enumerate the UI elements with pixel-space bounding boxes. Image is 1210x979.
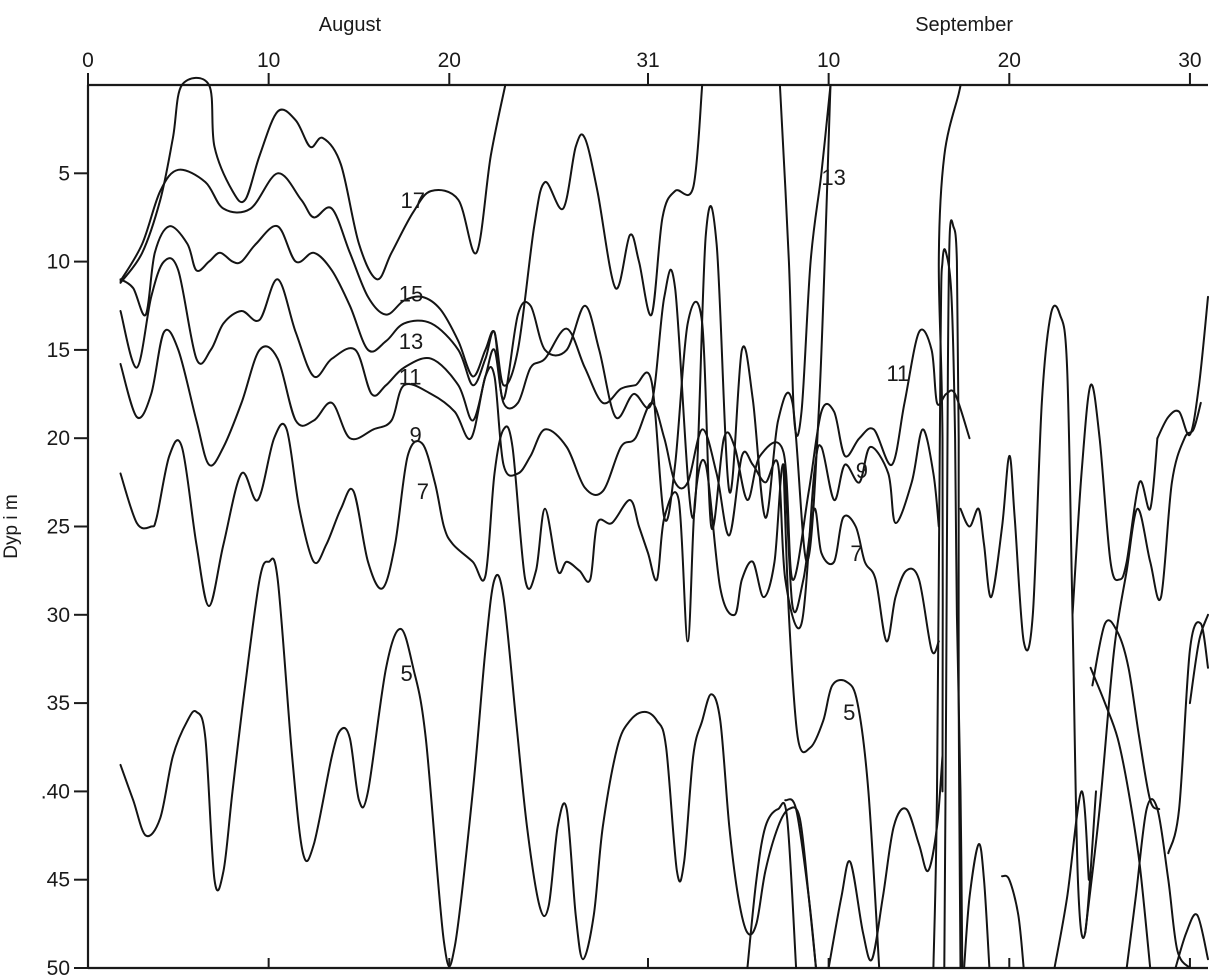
contour-line — [963, 843, 991, 969]
contour-line — [1089, 666, 1152, 969]
y-tick-label: 10 — [47, 251, 70, 274]
isotherm-label: 9 — [856, 458, 868, 483]
axes — [86, 83, 1208, 970]
isotherm-11 — [119, 257, 971, 581]
isotherm-label: 13 — [399, 329, 423, 354]
x-tick-label: 10 — [817, 49, 840, 72]
y-tick-label: 30 — [47, 604, 70, 627]
y-tick-label: 50 — [47, 957, 70, 979]
contour-line — [937, 84, 962, 793]
y-tick-label: 45 — [47, 869, 70, 892]
contour-line — [1053, 790, 1090, 969]
isotherm-5 — [119, 557, 817, 969]
isotherm-13 — [119, 84, 832, 563]
isotherm-9 — [119, 328, 940, 630]
y-tick-label: 5 — [58, 162, 70, 185]
contour-line — [1071, 383, 1159, 616]
x-tick-label: 20 — [438, 49, 461, 72]
x-tick-label: 30 — [1178, 49, 1201, 72]
ticks: 0 10 20 31 10 20 30 August September 5 10 15 20 25 30 3… — [1, 14, 1202, 979]
isotherm-label: 13 — [821, 165, 845, 190]
x-tick-label: 10 — [257, 49, 280, 72]
y-tick-label: .40 — [41, 780, 70, 803]
contour-line — [1091, 619, 1161, 811]
contour-line — [1084, 401, 1202, 934]
isotherm-labels: 17 15 13 11 9 7 5 13 11 9 7 5 — [399, 165, 910, 725]
month-label: August — [319, 14, 382, 36]
isotherm-label: 5 — [401, 661, 413, 686]
x-tick-label: 20 — [998, 49, 1021, 72]
y-tick-label: 20 — [47, 427, 70, 450]
contour-line — [746, 802, 798, 969]
contour-line — [1174, 913, 1209, 969]
isotherm-label: 11 — [886, 361, 909, 386]
isotherm-7 — [119, 422, 940, 655]
y-tick-label: 35 — [47, 692, 70, 715]
isotherm-series — [119, 76, 971, 969]
isotherm-label: 7 — [850, 541, 862, 566]
x-tick-label: 0 — [82, 49, 94, 72]
isotherm-label: 5 — [843, 700, 855, 725]
y-tick-label: 25 — [47, 516, 70, 539]
contour-line — [959, 304, 1097, 939]
contour-line — [1156, 295, 1209, 440]
contour-line — [827, 755, 944, 969]
month-label: September — [915, 14, 1013, 36]
contour-line — [1001, 874, 1025, 969]
x-tick-label: 31 — [636, 49, 659, 72]
contour-line — [1167, 621, 1209, 855]
contour-line — [943, 219, 962, 969]
y-tick-label: 15 — [47, 339, 70, 362]
isotherm-17 — [119, 76, 507, 284]
isotherm-label: 9 — [410, 423, 422, 448]
isotherm-label: 15 — [399, 281, 423, 306]
isotherm-label: 7 — [417, 479, 429, 504]
contour-line — [1188, 613, 1209, 705]
contour-line — [1125, 798, 1191, 969]
isotherm-label: 11 — [399, 364, 422, 389]
y-axis-label: Dyp i m — [1, 494, 22, 558]
isotherm-15 — [119, 84, 704, 387]
contour-line — [784, 798, 817, 969]
contour-line — [778, 84, 832, 437]
isotherm-label: 17 — [401, 188, 425, 213]
contour-line — [782, 463, 881, 969]
extra-contours — [746, 84, 1209, 969]
